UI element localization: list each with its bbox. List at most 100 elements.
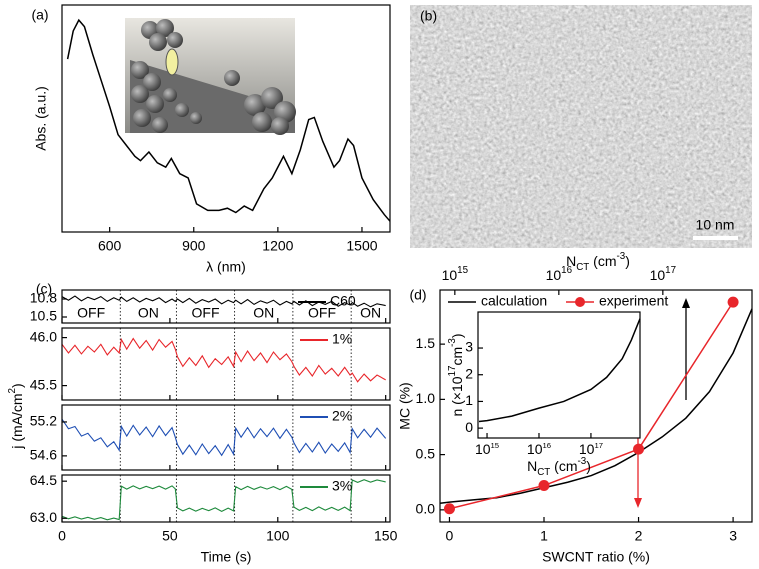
plot-frame (61, 474, 391, 523)
y-axis-title-part: ) (9, 383, 25, 388)
tick-label: 1015 (475, 441, 499, 457)
tick-exponent: 17 (594, 441, 603, 450)
tick-exponent: 17 (665, 265, 676, 276)
tick-label: 0.0 (416, 501, 436, 517)
state-label: ON (360, 305, 381, 321)
state-label: ON (138, 305, 159, 321)
tick-label: 2 (635, 528, 643, 544)
panel-label: (b) (420, 8, 437, 24)
x2-axis-title-part: -3 (617, 251, 626, 262)
tick-base: 10 (442, 267, 458, 283)
plot-frame (439, 289, 753, 523)
tick-label: 3 (729, 528, 737, 544)
x-axis-title: λ (nm) (206, 259, 246, 275)
tick-label: 1016 (546, 265, 573, 283)
legend-label: 2% (332, 408, 352, 424)
tick-label: 45.5 (30, 376, 57, 392)
legend-marker (575, 297, 585, 307)
tick-label: 1017 (650, 265, 676, 283)
tick-label: 1 (465, 392, 473, 408)
data-line (449, 301, 734, 510)
legend-label: 1% (332, 331, 352, 347)
inset-y-title: n (×1017cm-3) (447, 333, 465, 416)
inset-y-title-part: cm (449, 347, 465, 366)
molecule-render (125, 18, 296, 135)
tick-label: 0 (465, 419, 473, 435)
tick-label: 54.6 (30, 447, 57, 463)
tick-base: 10 (579, 441, 595, 457)
tick-label: 0 (58, 528, 66, 544)
tick-label: 1 (540, 528, 548, 544)
y-axis-title: Abs. (a.u.) (33, 86, 49, 151)
tick-label: 50 (162, 528, 178, 544)
inset-x-title-part: ) (586, 458, 591, 474)
tick-exponent: 15 (491, 441, 500, 450)
panel-label: (d) (409, 287, 426, 303)
tick-exponent: 16 (561, 265, 572, 276)
data-line (439, 308, 753, 504)
tick-label: 3 (465, 339, 473, 355)
current-trace (61, 337, 386, 383)
tick-label: 64.5 (30, 472, 57, 488)
legend-label: experiment (599, 293, 668, 309)
arrows (634, 298, 690, 508)
y-axis-title-part: 2 (7, 388, 18, 393)
tick-exponent: 15 (457, 265, 468, 276)
legend-label: C60 (330, 293, 356, 309)
tick-label: 1.0 (416, 390, 436, 406)
tick-label: 1500 (346, 238, 377, 254)
tick-base: 10 (546, 267, 562, 283)
data-line (66, 18, 391, 222)
y-axis-title: MC (%) (397, 382, 413, 429)
tick-label: 600 (98, 238, 122, 254)
x2-axis-title-part: (cm (589, 253, 616, 269)
tick-label: 10.5 (30, 308, 57, 324)
x-axis-title: Time (s) (201, 549, 252, 565)
scale-bar-label: 10 nm (696, 217, 735, 233)
tick-label: 10.8 (30, 290, 57, 306)
tick-label: 0 (446, 528, 454, 544)
tick-label: 2 (465, 365, 473, 381)
current-trace (61, 295, 386, 308)
data-point (633, 443, 645, 455)
plot-frame (61, 289, 391, 324)
state-label: OFF (308, 305, 336, 321)
inset-y-title-part: -3 (447, 338, 458, 347)
inset-x-title-part: CT (537, 467, 550, 478)
tick-label: 63.0 (30, 509, 57, 525)
tick-base: 10 (650, 267, 666, 283)
data-point (538, 480, 550, 492)
inset-background (478, 312, 640, 438)
y-axis-title: j (mA/cm2) (7, 383, 25, 449)
inset-y-title-part: n (×10 (449, 376, 465, 416)
inset-y-title-part: 17 (447, 366, 458, 377)
panel-label: (a) (31, 7, 48, 23)
tick-label: 100 (266, 528, 290, 544)
tick-label: 55.2 (30, 413, 57, 429)
tem-image (410, 5, 752, 248)
inset-x-title: NCT (cm-3) (527, 456, 591, 478)
current-trace (61, 479, 386, 521)
x2-axis-title-part: ) (625, 253, 630, 269)
inset-x-title-part: N (527, 458, 537, 474)
x2-axis-title-part: N (566, 253, 576, 269)
legend-label: 3% (332, 478, 352, 494)
plot-frame (61, 327, 391, 401)
inset-y-title-part: ) (449, 333, 465, 338)
tick-label: 46.0 (30, 328, 57, 344)
legend-label: calculation (481, 293, 547, 309)
tick-label: 1017 (579, 441, 603, 457)
tick-label: 0.5 (416, 445, 436, 461)
panel-label: (c) (36, 281, 52, 297)
y-axis-title-part: j (mA/cm (9, 393, 25, 449)
inset-x-title-part: (cm (550, 458, 577, 474)
x2-axis-title: NCT (cm-3) (566, 251, 630, 273)
tick-label: 1200 (262, 238, 293, 254)
state-label: OFF (77, 305, 105, 321)
data-point (727, 296, 739, 308)
tick-exponent: 16 (542, 441, 551, 450)
tick-label: 900 (182, 238, 206, 254)
x-axis-title: SWCNT ratio (%) (542, 549, 650, 565)
inset-line (478, 318, 641, 423)
